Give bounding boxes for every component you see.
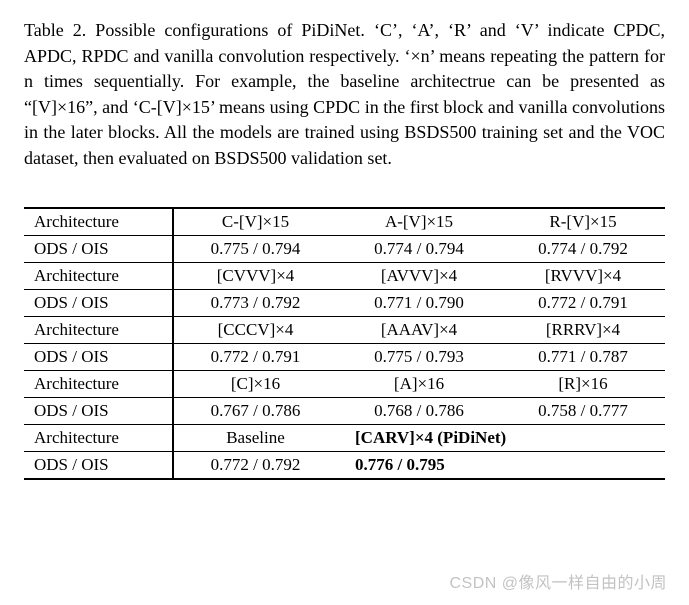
cell-arch: [A]×16 xyxy=(337,371,501,398)
cell-val-baseline: 0.772 / 0.792 xyxy=(173,452,337,480)
cell-arch: [C]×16 xyxy=(173,371,337,398)
watermark-text: CSDN @像风一样自由的小周 xyxy=(449,569,667,593)
cell-val: 0.771 / 0.787 xyxy=(501,344,665,371)
table-row: Architecture C-[V]×15 A-[V]×15 R-[V]×15 xyxy=(24,208,665,236)
cell-val: 0.767 / 0.786 xyxy=(173,398,337,425)
cell-arch: C-[V]×15 xyxy=(173,208,337,236)
table-row: Architecture [C]×16 [A]×16 [R]×16 xyxy=(24,371,665,398)
cell-arch: [AVVV]×4 xyxy=(337,263,501,290)
cell-val: 0.768 / 0.786 xyxy=(337,398,501,425)
cell-val: 0.758 / 0.777 xyxy=(501,398,665,425)
row-label-architecture: Architecture xyxy=(24,371,173,398)
cell-arch: [CVVV]×4 xyxy=(173,263,337,290)
cell-val: 0.775 / 0.793 xyxy=(337,344,501,371)
row-label-architecture: Architecture xyxy=(24,317,173,344)
row-label-architecture: Architecture xyxy=(24,263,173,290)
row-label-odsois: ODS / OIS xyxy=(24,452,173,480)
table-row: ODS / OIS 0.773 / 0.792 0.771 / 0.790 0.… xyxy=(24,290,665,317)
cell-arch-baseline: Baseline xyxy=(173,425,337,452)
cell-val: 0.771 / 0.790 xyxy=(337,290,501,317)
cell-val: 0.772 / 0.791 xyxy=(501,290,665,317)
table-row: Architecture [CCCV]×4 [AAAV]×4 [RRRV]×4 xyxy=(24,317,665,344)
config-table: Architecture C-[V]×15 A-[V]×15 R-[V]×15 … xyxy=(24,207,665,480)
table-caption: Table 2. Possible configurations of PiDi… xyxy=(24,18,665,171)
cell-arch: [R]×16 xyxy=(501,371,665,398)
cell-val: 0.775 / 0.794 xyxy=(173,236,337,263)
row-label-odsois: ODS / OIS xyxy=(24,398,173,425)
row-label-odsois: ODS / OIS xyxy=(24,290,173,317)
cell-arch: [RRRV]×4 xyxy=(501,317,665,344)
row-label-architecture: Architecture xyxy=(24,208,173,236)
table-row: Architecture Baseline [CARV]×4 (PiDiNet) xyxy=(24,425,665,452)
cell-val: 0.774 / 0.792 xyxy=(501,236,665,263)
table-row: ODS / OIS 0.772 / 0.792 0.776 / 0.795 xyxy=(24,452,665,480)
table-row: ODS / OIS 0.767 / 0.786 0.768 / 0.786 0.… xyxy=(24,398,665,425)
cell-val: 0.774 / 0.794 xyxy=(337,236,501,263)
cell-arch: [AAAV]×4 xyxy=(337,317,501,344)
row-label-odsois: ODS / OIS xyxy=(24,236,173,263)
cell-arch-pidinet: [CARV]×4 (PiDiNet) xyxy=(337,425,665,452)
cell-arch: A-[V]×15 xyxy=(337,208,501,236)
cell-val-pidinet: 0.776 / 0.795 xyxy=(337,452,665,480)
cell-arch: R-[V]×15 xyxy=(501,208,665,236)
row-label-odsois: ODS / OIS xyxy=(24,344,173,371)
cell-arch: [CCCV]×4 xyxy=(173,317,337,344)
table-row: ODS / OIS 0.772 / 0.791 0.775 / 0.793 0.… xyxy=(24,344,665,371)
table-row: Architecture [CVVV]×4 [AVVV]×4 [RVVV]×4 xyxy=(24,263,665,290)
table-row: ODS / OIS 0.775 / 0.794 0.774 / 0.794 0.… xyxy=(24,236,665,263)
cell-val: 0.773 / 0.792 xyxy=(173,290,337,317)
cell-arch: [RVVV]×4 xyxy=(501,263,665,290)
row-label-architecture: Architecture xyxy=(24,425,173,452)
cell-val: 0.772 / 0.791 xyxy=(173,344,337,371)
